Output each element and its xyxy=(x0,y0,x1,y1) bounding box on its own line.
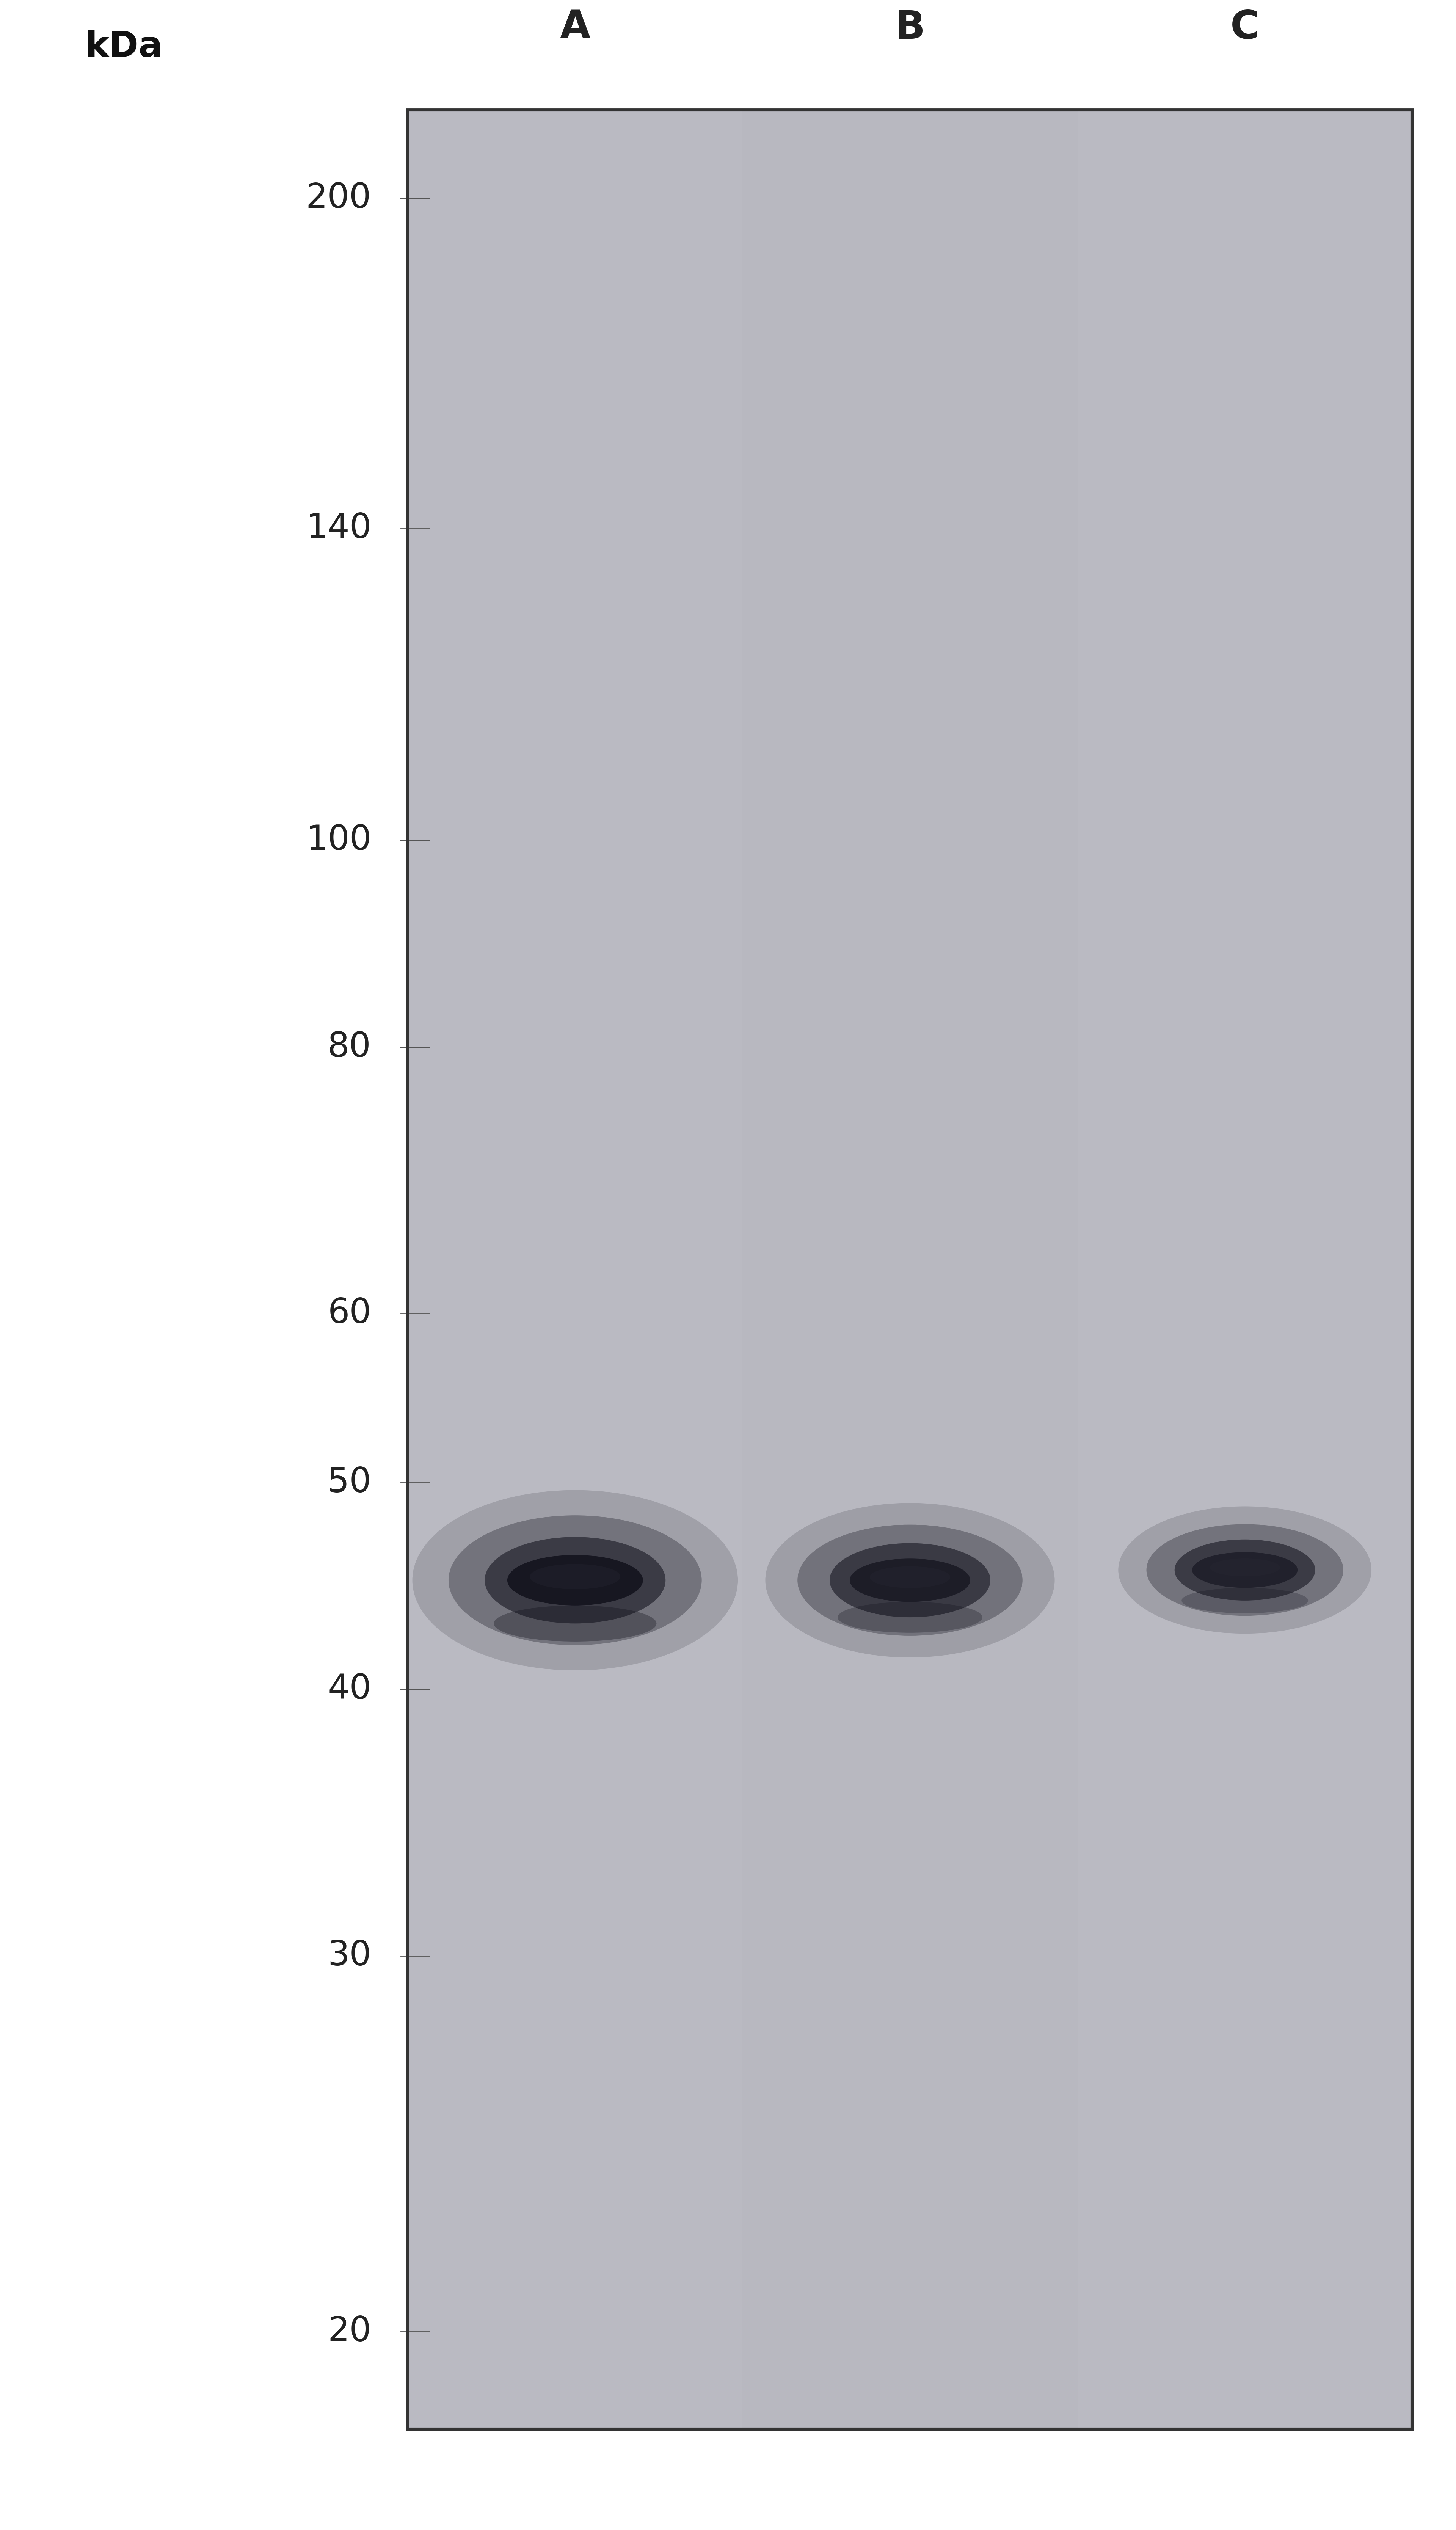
Ellipse shape xyxy=(448,1515,702,1644)
Ellipse shape xyxy=(869,1566,951,1589)
Ellipse shape xyxy=(837,1601,983,1632)
Ellipse shape xyxy=(507,1556,644,1607)
Bar xyxy=(743,109,1077,2429)
Text: 60: 60 xyxy=(328,1298,371,1331)
Ellipse shape xyxy=(530,1564,620,1589)
Ellipse shape xyxy=(1182,1589,1307,1614)
Text: 50: 50 xyxy=(328,1465,371,1500)
Bar xyxy=(408,109,743,2429)
Text: 200: 200 xyxy=(306,182,371,215)
Text: C: C xyxy=(1230,8,1259,48)
Bar xyxy=(408,109,1412,2429)
Ellipse shape xyxy=(1192,1553,1297,1589)
Ellipse shape xyxy=(830,1543,990,1617)
Text: 100: 100 xyxy=(306,825,371,858)
Text: 140: 140 xyxy=(306,511,371,546)
Bar xyxy=(1077,109,1412,2429)
Ellipse shape xyxy=(1118,1505,1372,1634)
Ellipse shape xyxy=(798,1526,1022,1637)
Ellipse shape xyxy=(412,1490,738,1670)
Ellipse shape xyxy=(1175,1538,1315,1601)
Text: 40: 40 xyxy=(328,1672,371,1705)
Ellipse shape xyxy=(1210,1558,1280,1576)
Text: 30: 30 xyxy=(328,1938,371,1973)
Bar xyxy=(408,109,1412,2429)
Text: 20: 20 xyxy=(328,2315,371,2348)
Ellipse shape xyxy=(766,1503,1054,1657)
Ellipse shape xyxy=(494,1607,657,1642)
Ellipse shape xyxy=(1146,1523,1344,1617)
Ellipse shape xyxy=(850,1558,970,1601)
Ellipse shape xyxy=(485,1536,665,1624)
Text: 80: 80 xyxy=(328,1030,371,1063)
Text: A: A xyxy=(561,8,590,48)
Text: B: B xyxy=(895,8,925,48)
Text: kDa: kDa xyxy=(84,30,163,66)
